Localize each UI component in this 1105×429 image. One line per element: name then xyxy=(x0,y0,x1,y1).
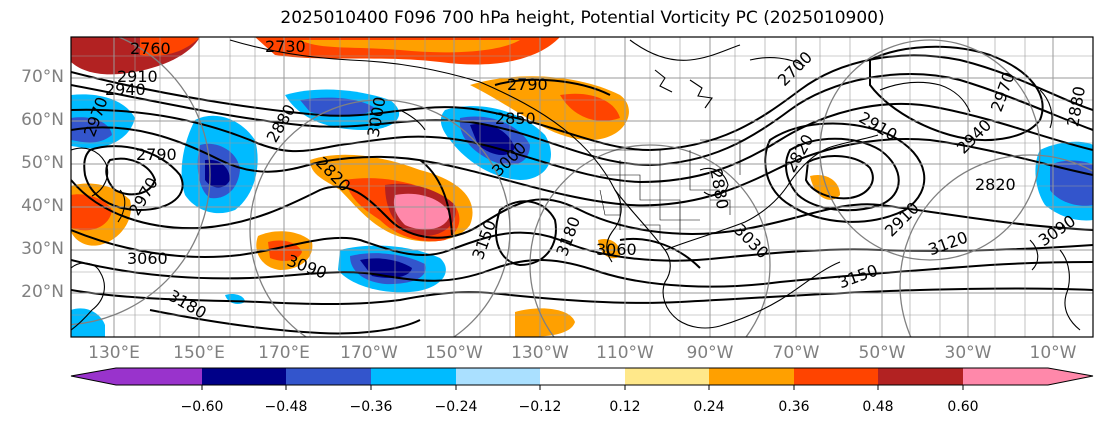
colorbar-segment xyxy=(878,368,963,385)
lat-label-40n: 40°N xyxy=(21,196,64,216)
lon-label-10w: 10°W xyxy=(1029,343,1077,363)
lat-label-50n: 50°N xyxy=(21,153,64,173)
lon-label-150w: 150°W xyxy=(425,343,483,363)
colorbar-tick-label: −0.36 xyxy=(349,399,393,415)
colorbar-tick-label: −0.12 xyxy=(518,399,562,415)
colorbar-segment xyxy=(963,368,1048,385)
region-borders xyxy=(590,139,741,240)
lat-label-70n: 70°N xyxy=(21,67,64,87)
lon-label-30w: 30°W xyxy=(944,343,992,363)
contour-label: 2730 xyxy=(265,37,306,56)
lat-label-30n: 30°N xyxy=(21,239,64,259)
colorbar-tick-label: 0.24 xyxy=(693,399,725,415)
colorbar xyxy=(70,367,1094,390)
colorbar-tick-label: 0.48 xyxy=(862,399,894,415)
colorbar-tick-label: 0.60 xyxy=(947,399,979,415)
map-title: 2025010400 F096 700 hPa height, Potentia… xyxy=(280,8,885,28)
colorbar-segment xyxy=(709,368,794,385)
lat-lon-grid xyxy=(71,37,1093,337)
lon-label-170e: 170°E xyxy=(258,343,310,363)
range-rings xyxy=(71,37,1093,337)
lon-label-50w: 50°W xyxy=(858,343,906,363)
contour-label: 2790 xyxy=(136,145,177,164)
colorbar-segment xyxy=(794,368,878,385)
coastlines xyxy=(71,39,1081,331)
colorbar-segment xyxy=(456,368,540,385)
contour-label: 3060 xyxy=(127,249,168,268)
colorbar-segment xyxy=(286,368,371,385)
lon-label-110w: 110°W xyxy=(596,343,654,363)
lat-label-60n: 60°N xyxy=(21,110,64,130)
colorbar-tick-label: 0.36 xyxy=(778,399,810,415)
colorbar-tick-label: −0.48 xyxy=(264,399,308,415)
contour-label: 2940 xyxy=(105,80,146,99)
lon-label-130w: 130°W xyxy=(511,343,569,363)
lat-label-20n: 20°N xyxy=(21,282,64,302)
contour-label: 2910 xyxy=(117,67,158,86)
contour-label: 2760 xyxy=(130,39,171,58)
colorbar-segment xyxy=(371,368,456,385)
contour-label: 3060 xyxy=(596,240,637,259)
map-plot-area xyxy=(71,37,1093,337)
colorbar-tick-label: −0.60 xyxy=(180,399,224,415)
lon-label-170w: 170°W xyxy=(340,343,398,363)
colorbar-segment xyxy=(116,368,202,385)
map-frame xyxy=(70,36,1094,338)
contour-label: 2850 xyxy=(495,109,536,128)
colorbar-tick-label: −0.24 xyxy=(434,399,478,415)
colorbar-segment xyxy=(540,368,625,385)
colorbar-high-extension xyxy=(1048,368,1093,385)
lon-label-90w: 90°W xyxy=(686,343,734,363)
colorbar-tick-label: 0.12 xyxy=(609,399,641,415)
contour-label: 2790 xyxy=(507,75,548,94)
lon-label-130e: 130°E xyxy=(88,343,140,363)
lon-label-150e: 150°E xyxy=(173,343,225,363)
colorbar-low-extension xyxy=(71,368,116,385)
colorbar-segment xyxy=(625,368,709,385)
colorbar-segment xyxy=(202,368,286,385)
lon-label-70w: 70°W xyxy=(772,343,820,363)
contour-label: 2820 xyxy=(975,175,1016,194)
